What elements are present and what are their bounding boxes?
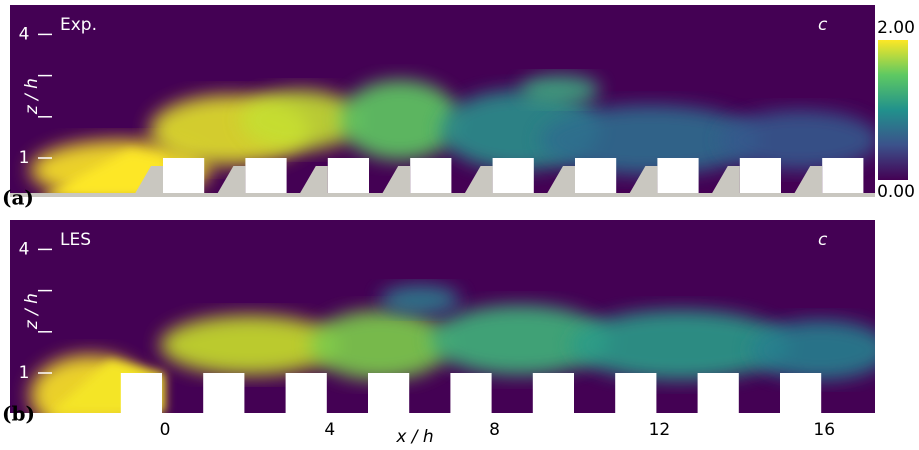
wall	[545, 166, 575, 197]
z-axis-label: z / h	[22, 78, 42, 115]
variable-label: c	[818, 15, 828, 35]
upstream-plume	[40, 150, 165, 197]
z-tick-label: 4	[19, 239, 30, 259]
x-tick-label: 8	[489, 420, 500, 440]
panel-tag: Exp.	[60, 15, 97, 35]
wall	[380, 166, 411, 197]
obstacle	[739, 158, 781, 197]
colorbar-tick-label: 0.00	[877, 182, 915, 202]
x-tick-label: 0	[160, 420, 171, 440]
obstacle	[575, 158, 617, 197]
obstacle	[532, 373, 574, 413]
plume	[570, 310, 790, 380]
wall	[792, 166, 823, 197]
obstacle	[615, 373, 657, 413]
obstacle	[657, 158, 699, 197]
obstacle	[120, 373, 162, 413]
colorbar	[878, 40, 908, 180]
plume	[520, 75, 600, 105]
obstacle	[163, 158, 205, 197]
obstacle	[410, 158, 452, 197]
wall	[297, 166, 328, 197]
wall	[215, 166, 246, 197]
floor	[10, 193, 875, 197]
z-tick-label: 1	[19, 148, 30, 168]
obstacle	[327, 158, 369, 197]
plume	[310, 310, 450, 380]
obstacle	[780, 373, 822, 413]
obstacle	[492, 158, 534, 197]
obstacle	[697, 373, 739, 413]
x-tick-label: 16	[813, 420, 835, 440]
obstacle	[368, 373, 410, 413]
panel	[10, 220, 875, 413]
wall	[709, 166, 740, 197]
plume	[540, 105, 760, 175]
plume	[160, 315, 340, 375]
obstacle	[203, 373, 245, 413]
panel-label: (b)	[2, 402, 35, 426]
wall	[462, 166, 493, 197]
panel-label: (a)	[2, 186, 34, 210]
obstacle	[285, 373, 327, 413]
colorbar-tick-label: 2.00	[877, 18, 915, 38]
z-axis-label: z / h	[22, 293, 42, 330]
x-tick-label: 4	[324, 420, 335, 440]
obstacle	[450, 373, 492, 413]
plume	[340, 80, 460, 160]
plume	[430, 305, 610, 375]
wall	[133, 166, 163, 197]
variable-label: c	[818, 230, 828, 250]
obstacle	[822, 158, 864, 197]
wall	[627, 166, 658, 197]
plume	[720, 110, 875, 170]
obstacle	[245, 158, 287, 197]
z-tick-label: 1	[19, 363, 30, 383]
x-tick-label: 12	[649, 420, 671, 440]
panel	[10, 5, 875, 197]
plume	[750, 320, 875, 380]
z-tick-label: 4	[19, 24, 30, 44]
panel-tag: LES	[60, 230, 91, 250]
x-axis-label: x / h	[395, 427, 433, 446]
plume	[240, 90, 360, 150]
plume	[380, 285, 460, 315]
